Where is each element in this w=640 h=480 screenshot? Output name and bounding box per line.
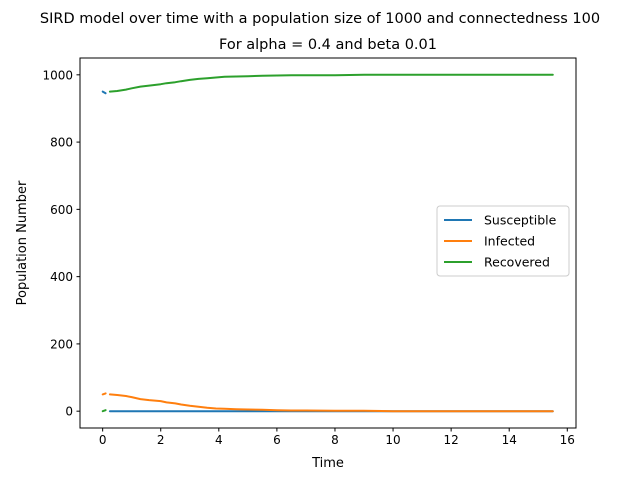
- y-tick-label: 0: [65, 405, 73, 419]
- series-recovered-line-2: [108, 73, 554, 93]
- y-tick-label: 1000: [42, 68, 73, 82]
- series-susceptible-line-1: [101, 90, 107, 95]
- x-tick-label: 4: [215, 433, 223, 447]
- legend-label-recovered: Recovered: [484, 255, 550, 270]
- x-tick-label: 8: [331, 433, 339, 447]
- series-infected-line-2: [108, 393, 554, 413]
- x-tick-label: 16: [560, 433, 575, 447]
- x-axis-ticks: 0 2 4 6 8 10 12 14 16: [99, 428, 575, 447]
- plot-area: 0 2 4 6 8 10 12 14 16 0 200 400 600 800 1000: [42, 57, 577, 447]
- legend-label-susceptible: Susceptible: [484, 213, 557, 228]
- x-axis-label: Time: [311, 456, 344, 471]
- series-infected-line-1: [101, 392, 107, 396]
- legend-box: [436, 205, 570, 277]
- legend-label-infected: Infected: [484, 234, 535, 249]
- x-tick-label: 14: [502, 433, 517, 447]
- axes-frame: [79, 57, 577, 429]
- y-tick-label: 400: [50, 270, 73, 284]
- x-tick-label: 12: [443, 433, 458, 447]
- x-tick-label: 0: [99, 433, 107, 447]
- legend: Susceptible Infected Recovered: [436, 205, 570, 277]
- series-recovered-line-1: [101, 409, 107, 413]
- y-tick-label: 600: [50, 203, 73, 217]
- x-tick-label: 10: [385, 433, 400, 447]
- legend-items: Susceptible Infected Recovered: [444, 213, 557, 270]
- x-tick-label: 6: [273, 433, 281, 447]
- y-tick-label: 200: [50, 337, 73, 351]
- chart-suptitle: SIRD model over time with a population s…: [40, 11, 600, 27]
- y-axis-ticks: 0 200 400 600 800 1000: [42, 68, 80, 419]
- y-tick-label: 800: [50, 136, 73, 150]
- chart-title: For alpha = 0.4 and beta 0.01: [219, 37, 437, 53]
- y-axis-label: Population Number: [15, 180, 30, 305]
- series-layer: [101, 73, 554, 413]
- x-tick-label: 2: [157, 433, 165, 447]
